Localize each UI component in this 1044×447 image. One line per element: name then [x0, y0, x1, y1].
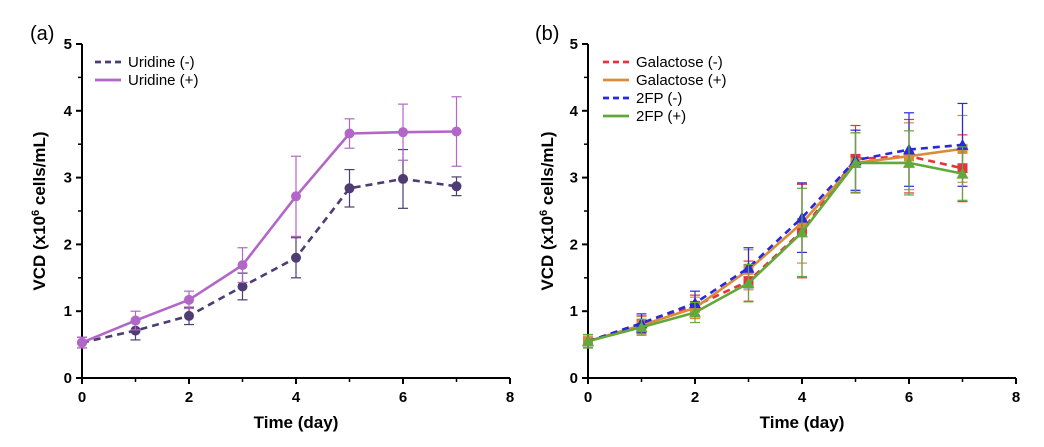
y-axis-title-main: VCD (x10 [30, 216, 49, 291]
data-point [291, 252, 301, 263]
x-tick-label: 4 [292, 389, 301, 406]
y-tick-label: 4 [570, 103, 579, 120]
x-tick-label: 0 [78, 389, 86, 406]
y-tick-label: 5 [64, 36, 72, 53]
legend-label: Uridine (-) [128, 54, 195, 71]
data-point [398, 127, 408, 138]
series-line [81, 130, 457, 344]
series-line [587, 147, 963, 343]
legend-label: Galactose (-) [636, 54, 723, 71]
x-axis-title: Time (day) [254, 413, 339, 432]
legend-entry: Galactose (-) [603, 54, 723, 71]
legend-entry: Uridine (+) [95, 72, 198, 89]
data-point [451, 126, 462, 137]
series-line [81, 177, 457, 344]
data-point [451, 181, 462, 192]
data-point [956, 167, 969, 179]
data-point [796, 226, 808, 238]
legend-label: 2FP (-) [636, 90, 682, 107]
data-point [742, 277, 755, 289]
legend-label: Galactose (+) [636, 72, 726, 89]
panel-label: (a) [30, 23, 54, 45]
y-tick-label: 2 [570, 236, 578, 253]
x-tick-label: 2 [185, 389, 193, 406]
y-axis-title-main: VCD (x10 [538, 216, 557, 291]
y-axis-title: VCD (x106 cells/mL) [538, 131, 557, 290]
data-point [582, 335, 594, 347]
legend-label: 2FP (+) [636, 108, 686, 125]
series-line [587, 161, 963, 343]
y-tick-label: 0 [64, 370, 72, 387]
legend-entry: 2FP (-) [603, 90, 682, 107]
x-tick-label: 6 [905, 389, 913, 406]
legend-entry: Galactose (+) [603, 72, 726, 89]
x-tick-label: 2 [691, 389, 699, 406]
data-point [130, 315, 141, 326]
series-line [587, 143, 963, 343]
y-axis-title-units: cells/mL) [538, 131, 557, 209]
data-point [291, 191, 301, 202]
y-tick-label: 5 [570, 36, 578, 53]
panel-label: (b) [535, 23, 559, 45]
y-axis-title-units: cells/mL) [30, 131, 49, 209]
data-point [849, 156, 862, 168]
data-point [689, 306, 701, 318]
series-2 [77, 96, 462, 349]
data-point [237, 260, 248, 271]
data-point [635, 321, 648, 333]
data-point [184, 310, 194, 321]
data-point [344, 183, 355, 194]
x-tick-label: 8 [1012, 389, 1020, 406]
series-3 [582, 102, 969, 349]
y-tick-label: 1 [570, 303, 578, 320]
x-tick-label: 4 [798, 389, 807, 406]
x-axis-title: Time (day) [760, 413, 845, 432]
y-tick-label: 3 [570, 170, 578, 187]
legend-entry: Uridine (-) [95, 54, 195, 71]
y-axis-title: VCD (x106 cells/mL) [30, 131, 49, 290]
y-tick-label: 3 [64, 170, 72, 187]
legend-entry: 2FP (+) [603, 108, 686, 125]
data-point [344, 128, 355, 139]
data-point [398, 173, 408, 184]
data-point [184, 294, 194, 305]
x-tick-label: 8 [506, 389, 514, 406]
y-axis-title-superscript: 6 [30, 210, 42, 216]
x-tick-label: 6 [399, 389, 407, 406]
data-point [903, 156, 915, 168]
legend-label: Uridine (+) [128, 72, 198, 89]
y-tick-label: 0 [570, 370, 578, 387]
y-tick-label: 2 [64, 236, 72, 253]
data-point [130, 325, 141, 336]
data-point [77, 337, 87, 348]
x-tick-label: 0 [584, 389, 592, 406]
y-tick-label: 1 [64, 303, 72, 320]
y-tick-label: 4 [64, 103, 73, 120]
y-axis-title-superscript: 6 [538, 210, 550, 216]
series-4 [582, 130, 969, 349]
data-point [237, 281, 248, 292]
